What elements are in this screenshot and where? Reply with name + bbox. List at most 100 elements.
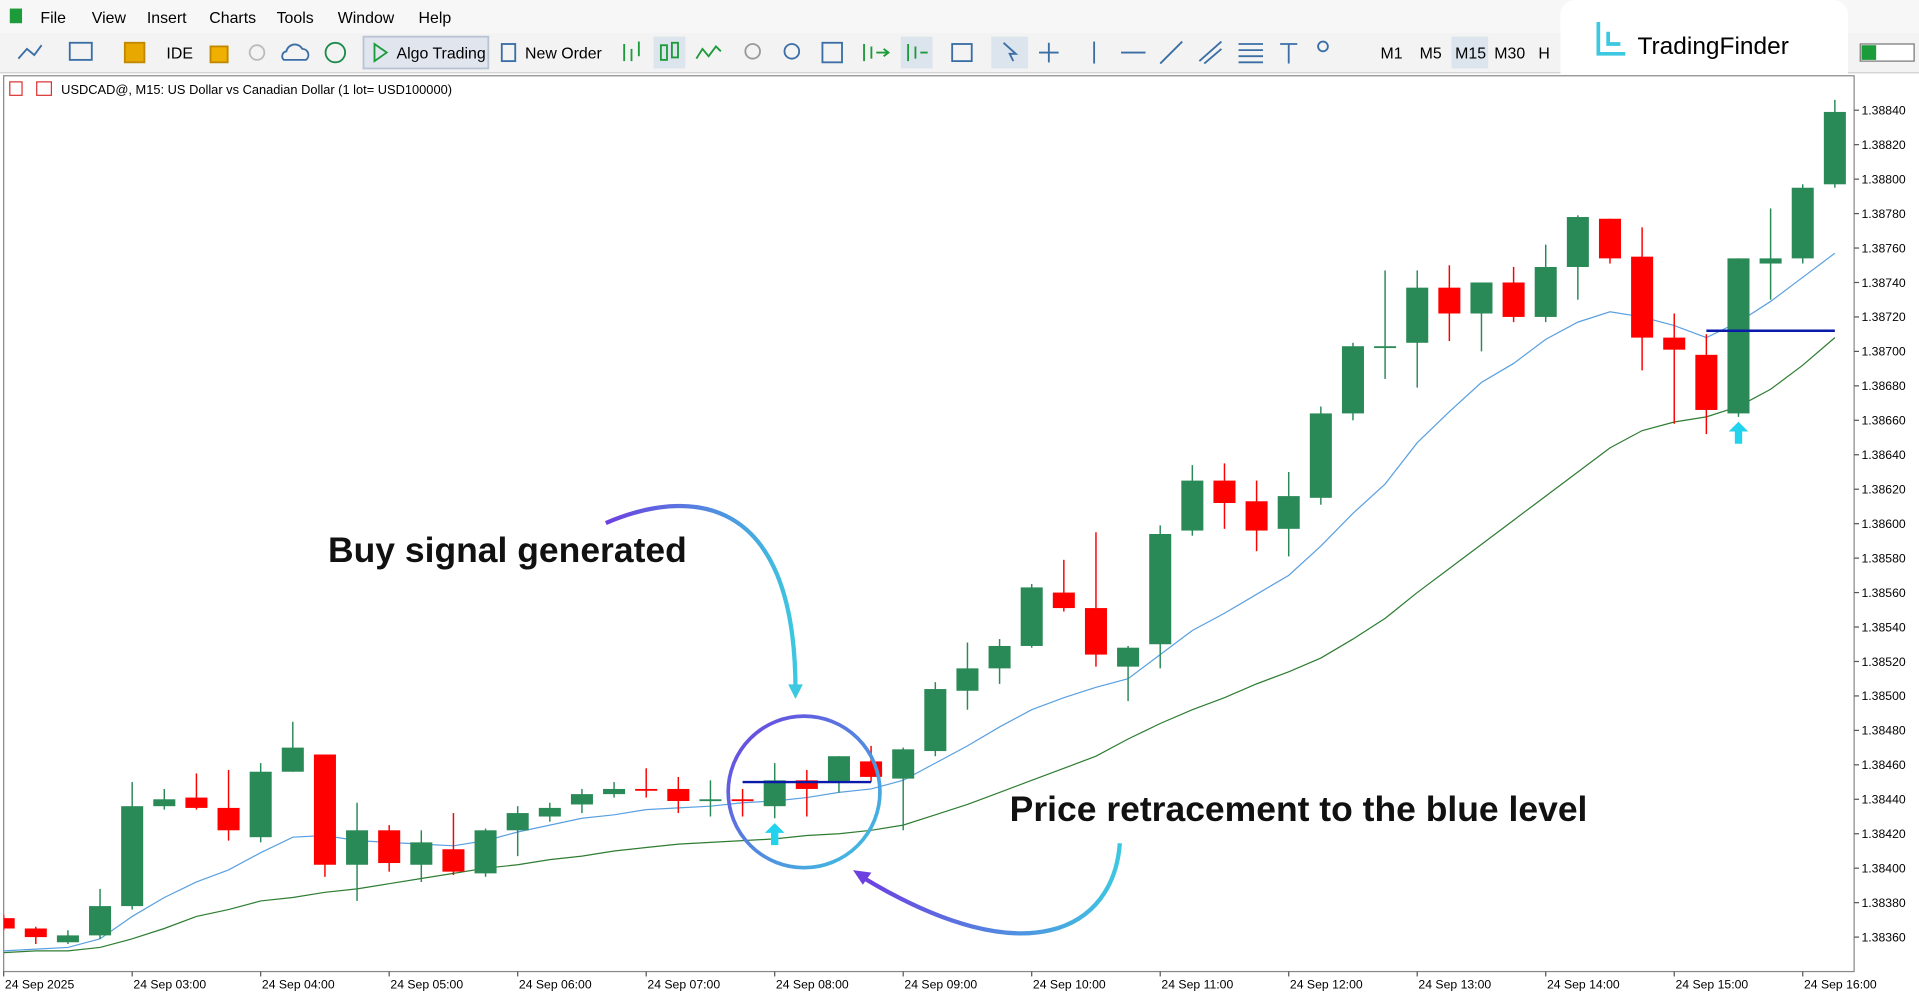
fibo-icon[interactable]: [1238, 43, 1264, 64]
candle-body: [185, 797, 208, 808]
candle-body: [89, 906, 112, 936]
screenshot-icon[interactable]: [951, 43, 973, 63]
lock-icon[interactable]: [209, 45, 229, 64]
candle-button[interactable]: [653, 36, 686, 69]
candle-body: [442, 849, 465, 872]
annotation: Price retracement to the blue level: [1010, 789, 1588, 829]
y-tick-label: 1.38720: [1861, 310, 1905, 324]
crosshair-icon[interactable]: [1039, 42, 1059, 63]
candle-body: [699, 799, 722, 802]
grid-icon[interactable]: [821, 41, 843, 64]
candle-body: [988, 645, 1011, 669]
candle-body: [153, 799, 176, 807]
candle-body: [1759, 258, 1782, 264]
chart-icon: [36, 81, 53, 96]
zoom-in-icon[interactable]: [744, 43, 761, 60]
x-tick-label: 24 Sep 10:00: [1033, 978, 1106, 992]
ide-button[interactable]: IDE: [166, 46, 192, 63]
timeframe[interactable]: M1: [1381, 46, 1403, 63]
toolbar-labels: IDE Algo Trading New Order: [166, 46, 602, 63]
candle-body: [763, 780, 786, 807]
y-tick-label: 1.38780: [1861, 207, 1905, 221]
x-tick-label: 24 Sep 11:00: [1161, 978, 1233, 992]
shapes-icon[interactable]: [1317, 40, 1329, 53]
candle-body: [1566, 217, 1589, 267]
candle-body: [538, 807, 561, 817]
algo-trading-label[interactable]: Algo Trading: [397, 46, 486, 63]
algo-trading-button[interactable]: [362, 35, 490, 70]
candle-body: [1181, 480, 1204, 531]
x-tick-label: 24 Sep 14:00: [1547, 978, 1620, 992]
channel-icon[interactable]: [1198, 40, 1223, 65]
candle-body: [1598, 218, 1621, 259]
timeframe[interactable]: M30: [1494, 46, 1525, 63]
curved-arrow: [861, 843, 1122, 936]
candle-body: [474, 830, 497, 874]
cloud-icon[interactable]: [281, 43, 310, 61]
x-tick-label: 24 Sep 06:00: [519, 978, 592, 992]
logo-text: TradingFinder: [1638, 33, 1789, 60]
indicator-icon[interactable]: [68, 41, 93, 61]
timeframe[interactable]: M5: [1420, 46, 1442, 63]
progress-fill: [1861, 45, 1877, 60]
candle-body: [1695, 354, 1718, 410]
candle-body: [378, 830, 401, 864]
y-tick-label: 1.38740: [1861, 276, 1905, 290]
vps-icon[interactable]: [324, 41, 347, 64]
m15-button[interactable]: [1451, 36, 1489, 69]
candle-body: [217, 807, 240, 831]
candle-body: [410, 842, 433, 865]
candle-body: [827, 756, 850, 783]
timeframe[interactable]: H: [1538, 46, 1549, 63]
y-tick-label: 1.38600: [1861, 517, 1905, 531]
x-tick-label: 24 Sep 16:00: [1804, 978, 1877, 992]
candle-body: [1534, 266, 1557, 317]
autoscroll-icon: [907, 43, 928, 62]
logo-box: [1560, 0, 1849, 91]
shift-icon[interactable]: [863, 43, 891, 62]
menu-item[interactable]: Charts: [209, 10, 256, 27]
menu: File View Insert Charts Tools Window Help: [40, 10, 451, 27]
candle-body: [1470, 282, 1493, 314]
candle-body: [667, 788, 690, 802]
text-icon[interactable]: [1280, 43, 1298, 64]
line-icon[interactable]: [695, 45, 722, 60]
trendline-icon[interactable]: [1159, 40, 1183, 65]
candle-body: [1277, 496, 1300, 529]
menu-item[interactable]: Window: [338, 10, 395, 27]
y-tick-label: 1.38660: [1861, 414, 1905, 428]
x-tick-label: 24 Sep 04:00: [262, 978, 335, 992]
y-tick-label: 1.38520: [1861, 655, 1905, 669]
bar-chart-icon[interactable]: [623, 41, 640, 62]
timeframe[interactable]: M15: [1455, 46, 1486, 63]
y-tick-label: 1.38420: [1861, 827, 1905, 841]
curved-arrow: [604, 503, 798, 691]
zoom-out-icon[interactable]: [783, 43, 801, 60]
menu-item[interactable]: Tools: [277, 10, 314, 27]
menu-item[interactable]: Help: [419, 10, 452, 27]
market-icon[interactable]: [123, 41, 146, 64]
signal-icon[interactable]: [248, 44, 266, 61]
line-chart-icon[interactable]: [17, 44, 43, 60]
candle-body: [1245, 501, 1268, 531]
indicator-line: [3, 337, 1836, 954]
candle-body: [1791, 187, 1814, 259]
cursor-button[interactable]: [991, 36, 1029, 69]
candle-body: [1149, 533, 1172, 645]
menu-item[interactable]: File: [40, 10, 66, 27]
x-tick-label: 24 Sep 15:00: [1675, 978, 1748, 992]
x-tick-label: 24 Sep 05:00: [390, 978, 463, 992]
autoscroll-button[interactable]: [900, 36, 933, 69]
order-icon[interactable]: [500, 43, 517, 63]
candle-body: [795, 780, 818, 789]
menu-item[interactable]: View: [92, 10, 127, 27]
menu-item[interactable]: Insert: [147, 10, 187, 27]
candle-body: [506, 813, 529, 831]
candle-body: [56, 935, 79, 943]
candle-body: [924, 689, 947, 752]
candle-body: [1117, 647, 1140, 667]
candle-body: [1341, 346, 1364, 414]
new-order-label[interactable]: New Order: [525, 46, 603, 63]
x-tick-label: 24 Sep 03:00: [133, 978, 206, 992]
timeframes: M1 M5 M15 M30 H: [1381, 46, 1550, 63]
